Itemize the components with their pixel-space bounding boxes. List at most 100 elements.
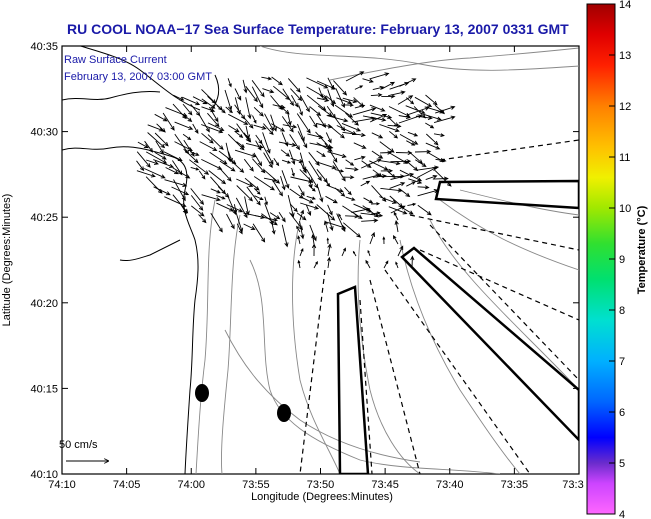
- current-vector: [290, 88, 303, 102]
- current-vector: [279, 105, 290, 115]
- current-vector: [190, 166, 200, 171]
- current-vector: [393, 211, 399, 221]
- current-vector: [392, 235, 399, 245]
- current-vector: [253, 152, 263, 167]
- current-vector: [334, 187, 346, 197]
- current-vector: [217, 186, 230, 198]
- current-vector: [362, 78, 374, 83]
- current-vector: [235, 197, 248, 219]
- radar-sectors: [336, 179, 579, 474]
- current-vector: [173, 94, 185, 101]
- current-vector: [342, 175, 355, 180]
- x-axis: 74:10 74:05 74:00 73:55 73:50 73:45 73:40 73:35…: [48, 46, 584, 491]
- current-vector: [345, 214, 360, 219]
- current-vector: [345, 71, 365, 82]
- current-vector: [137, 141, 149, 149]
- current-vector: [261, 143, 274, 165]
- x-tick-label: 73:45: [371, 479, 399, 491]
- current-vector: [371, 211, 381, 215]
- current-vector: [174, 121, 194, 130]
- current-vector: [382, 236, 386, 245]
- current-vector: [299, 209, 305, 221]
- current-vector: [271, 179, 283, 197]
- current-vector: [323, 220, 329, 233]
- current-vector: [367, 249, 371, 257]
- current-vector: [309, 115, 318, 129]
- scale-arrow: 50 cm/s: [59, 439, 108, 461]
- current-vector: [236, 141, 245, 148]
- current-vector: [327, 243, 332, 257]
- current-vector: [333, 80, 348, 96]
- current-vector: [216, 202, 235, 212]
- current-vector: [171, 186, 190, 196]
- station-a: [195, 384, 209, 402]
- current-vector: [262, 132, 271, 154]
- current-vector: [280, 175, 286, 191]
- current-vector: [369, 104, 386, 112]
- current-vector: [389, 182, 406, 189]
- current-vector: [153, 159, 175, 168]
- current-vector: [271, 76, 283, 86]
- y-axis-label: Latitude (Degrees:Minutes): [1, 194, 13, 327]
- current-vector: [378, 160, 401, 166]
- y-tick-label: 40:35: [30, 41, 58, 53]
- current-vector: [234, 149, 257, 158]
- current-vector: [408, 178, 423, 184]
- current-vector: [278, 211, 286, 223]
- colorbar-tick-label: 4: [619, 509, 625, 519]
- current-vector: [278, 141, 297, 147]
- current-vector: [308, 184, 316, 192]
- current-vector: [252, 115, 257, 124]
- current-vector: [242, 116, 254, 129]
- current-vector: [394, 219, 399, 233]
- current-vector: [291, 167, 295, 178]
- current-vector: [270, 114, 277, 132]
- current-vector: [209, 106, 219, 123]
- current-vector: [353, 142, 367, 149]
- current-vector: [306, 86, 328, 100]
- y-tick-label: 40:30: [30, 127, 58, 139]
- current-vector: [261, 76, 273, 81]
- x-tick-label: 73:50: [307, 479, 335, 491]
- current-vector: [210, 188, 221, 194]
- sector-southeast: [400, 246, 579, 442]
- current-vector: [389, 130, 399, 139]
- scale-label: 50 cm/s: [59, 439, 98, 451]
- current-vector: [201, 158, 223, 170]
- current-vector: [299, 221, 305, 240]
- current-vector: [281, 224, 289, 248]
- current-vector: [254, 215, 279, 222]
- current-vector: [342, 97, 358, 104]
- current-vector: [136, 151, 151, 168]
- current-vector: [154, 132, 169, 147]
- current-vector: [369, 114, 388, 123]
- current-vector: [281, 116, 294, 133]
- current-vector: [155, 140, 164, 155]
- current-vector: [253, 176, 275, 191]
- current-vector: [136, 170, 156, 178]
- current-vector: [372, 174, 387, 179]
- current-vector: [345, 112, 359, 126]
- current-vector: [234, 88, 242, 101]
- x-tick-label: 73:3: [562, 479, 583, 491]
- current-vector: [251, 80, 265, 98]
- current-vector: [228, 125, 240, 133]
- current-vector: [282, 88, 294, 107]
- current-vector: [370, 92, 383, 97]
- current-vector: [381, 81, 396, 90]
- current-vector: [244, 177, 260, 191]
- current-vector: [163, 151, 183, 161]
- current-vector: [326, 237, 329, 245]
- current-vector: [298, 185, 305, 197]
- current-vector: [388, 106, 411, 117]
- current-vector: [190, 188, 205, 206]
- current-vector: [253, 124, 267, 130]
- current-vector: [296, 113, 311, 134]
- current-vector: [387, 170, 396, 179]
- current-vector: [325, 195, 338, 204]
- current-vector: [383, 260, 389, 269]
- current-vector: [289, 203, 298, 213]
- current-vector: [352, 250, 357, 257]
- current-vector: [327, 256, 331, 269]
- current-vector: [318, 87, 324, 99]
